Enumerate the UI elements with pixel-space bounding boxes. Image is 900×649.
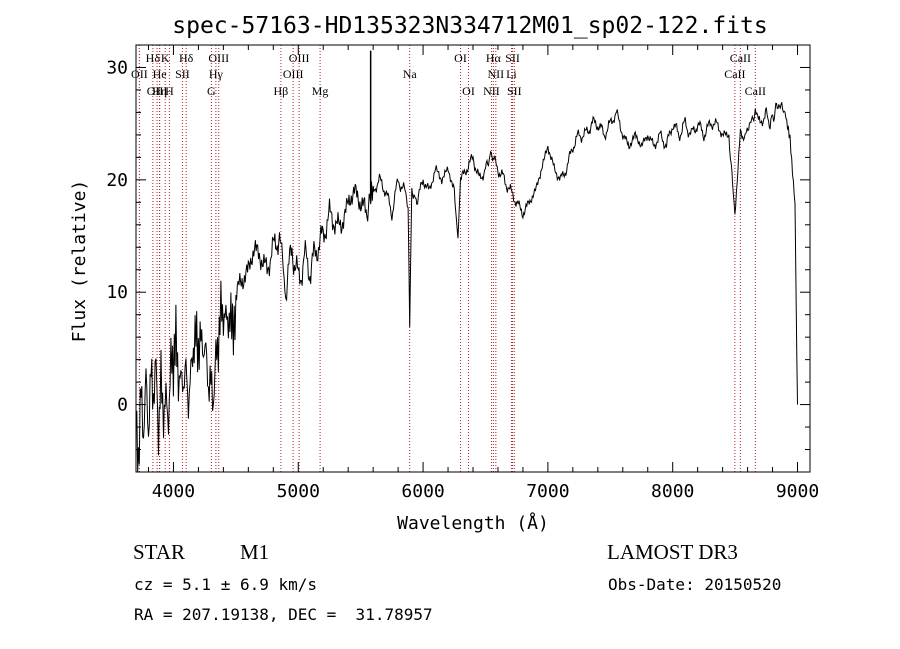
y-tick-label: 0 (117, 395, 128, 416)
spectral-line-label: SII (507, 84, 522, 98)
y-tick-label: 20 (106, 170, 128, 191)
spectral-line-label: Hδ (146, 51, 161, 65)
spectral-line-label: SII (505, 51, 520, 65)
spectral-line-label: G (207, 84, 216, 98)
coordinates: RA = 207.19138, DEC = 31.78957 (134, 605, 433, 624)
spectral-line-label: CaII (745, 84, 766, 98)
object-subclass: M1 (240, 540, 270, 564)
spectrum-series (135, 50, 798, 473)
object-class: STAR (133, 540, 185, 564)
spectral-line-label: Hβ (274, 84, 289, 98)
spectral-line-label: Hη (152, 84, 167, 98)
spectral-line-label: Hγ (209, 67, 224, 81)
spectral-line-label: OII (131, 67, 148, 81)
x-tick-label: 8000 (651, 481, 694, 502)
y-tick-label: 10 (106, 282, 128, 303)
spectral-line-label: Hα (486, 51, 502, 65)
spectral-line-label: NII (483, 84, 500, 98)
spectral-line-label: OI (454, 51, 467, 65)
spectral-line-label: Hδ (179, 51, 194, 65)
redshift-text: cz = 5.1 ± 6.9 km/s (134, 575, 318, 594)
spectral-line-label: NII (488, 67, 505, 81)
spectral-line-label: OIII (147, 84, 168, 98)
x-tick-label: 7000 (526, 481, 569, 502)
x-tick-label: 4000 (152, 481, 195, 502)
spectral-line-label: OI (462, 84, 475, 98)
spectral-line-label: SII (175, 67, 190, 81)
x-tick-label: 5000 (277, 481, 320, 502)
spectral-line-markers (138, 45, 756, 472)
spectral-line-label: K (161, 51, 170, 65)
spectral-line-label: OIII (289, 51, 310, 65)
x-tick-label: 6000 (401, 481, 444, 502)
spectral-line-label: Mg (312, 84, 329, 98)
spectral-line-label: Na (403, 67, 418, 81)
spectral-line-label: He (153, 67, 167, 81)
plot-frame (135, 44, 811, 473)
axes: 4000 5000 6000 7000 8000 9000 0 10 20 30 (106, 44, 819, 502)
survey-name: LAMOST DR3 (607, 540, 738, 564)
x-tick-label: 9000 (776, 481, 819, 502)
obs-date: Obs-Date: 20150520 (608, 575, 782, 594)
y-axis-label: Flux (relative) (69, 180, 90, 343)
spectral-line-label: OIII (283, 67, 304, 81)
spectral-line-label: CaII (730, 51, 751, 65)
spectral-line-label: CaII (724, 67, 745, 81)
y-tick-label: 30 (106, 57, 128, 78)
chart-title: spec-57163-HD135323N334712M01_sp02-122.f… (172, 13, 767, 39)
spectral-line-label: Li (506, 67, 517, 81)
x-axis-label: Wavelength (Å) (397, 512, 549, 534)
spectral-line-label: OIII (208, 51, 229, 65)
spectral-line-label: H (165, 84, 174, 98)
spectrum-line (135, 102, 798, 473)
